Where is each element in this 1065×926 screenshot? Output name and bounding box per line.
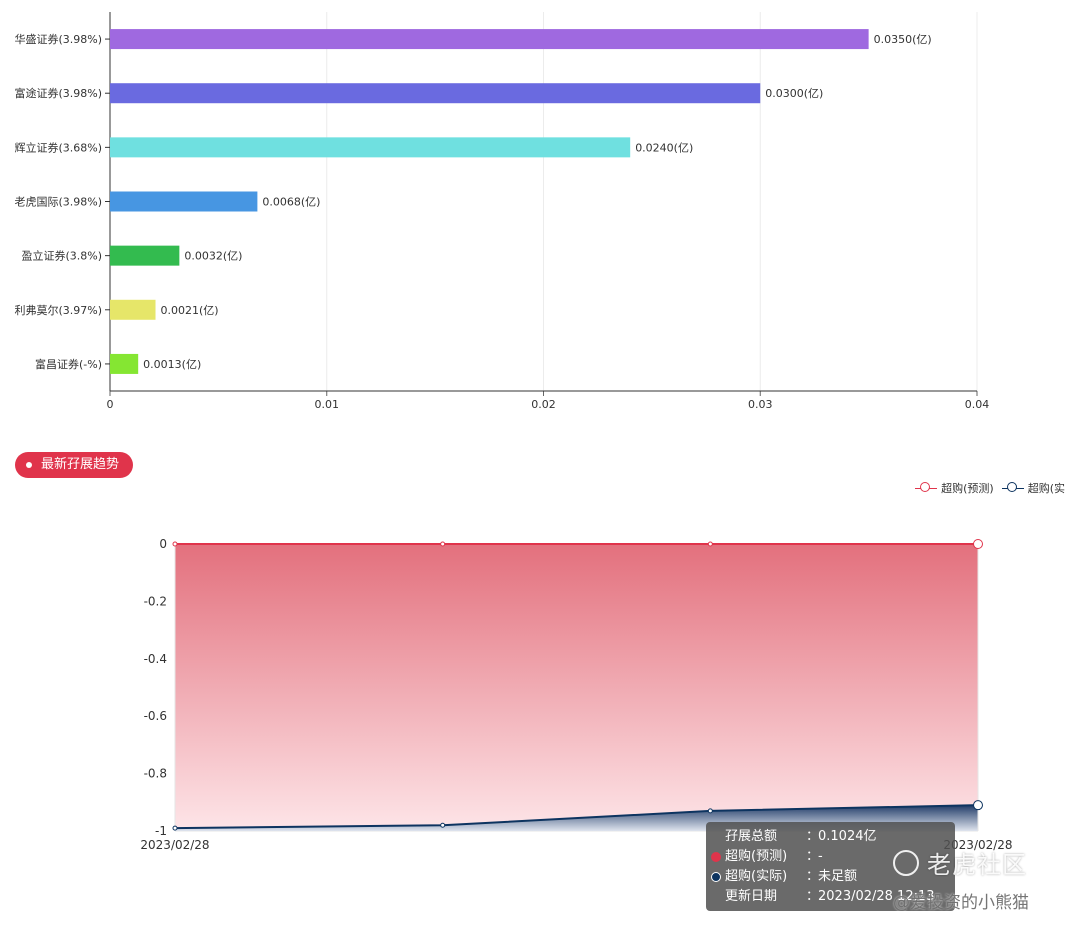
legend-item-actual[interactable]: 超购(实 bbox=[1001, 480, 1065, 496]
data-label: 0.0068(亿) bbox=[262, 196, 320, 209]
actual-point bbox=[172, 825, 178, 831]
x-tick-label: 0.01 bbox=[315, 398, 340, 411]
y-tick-label: 0 bbox=[159, 537, 167, 551]
chart-legend: 超购(预测) 超购(实 bbox=[915, 480, 1065, 496]
section-title-pill[interactable]: 最新孖展趋势 bbox=[15, 452, 134, 478]
y-tick-label: -0.4 bbox=[144, 652, 167, 666]
x-tick-label: 0.04 bbox=[965, 398, 990, 411]
broker-margin-bar-chart: 0 0.01 0.02 0.03 0.04 华盛证券(3.98%) 0.0350(亿) 富途证… bbox=[14, 12, 990, 411]
tiger-logo-icon bbox=[893, 849, 919, 876]
tooltip-row-date: 更新日期 ： 2023/02/28 12:13 bbox=[706, 887, 955, 907]
tooltip-row-forecast: 超购(预测) ： - bbox=[706, 847, 955, 867]
legend-item-forecast[interactable]: 超购(预测) bbox=[915, 480, 994, 496]
tooltip-key: 超购(实际) bbox=[725, 869, 788, 884]
forecast-point bbox=[172, 541, 178, 547]
tooltip-key: 孖展总额 bbox=[725, 829, 778, 844]
category-label: 辉立证券(3.68%) bbox=[14, 140, 102, 154]
x-tick-label: 2023/02/28 bbox=[140, 838, 209, 852]
category-label: 富途证券(3.98%) bbox=[14, 86, 102, 100]
legend-forecast-marker-icon bbox=[915, 482, 938, 494]
bar bbox=[110, 245, 180, 266]
tooltip-value: - bbox=[818, 849, 823, 864]
watermark-user: @爱投资的小熊猫 bbox=[893, 893, 1029, 913]
tooltip-value: 2023/02/28 12:13 bbox=[818, 889, 935, 904]
y-tick-label: -0.2 bbox=[144, 594, 167, 608]
forecast-point bbox=[707, 541, 713, 547]
forecast-point bbox=[973, 539, 983, 549]
chart-tooltip: 孖展总额 ： 0.1024亿 超购(预测) ： - 超购(实际) ： 未足额 更… bbox=[706, 822, 955, 911]
category-label: 华盛证券(3.98%) bbox=[14, 32, 102, 46]
bar bbox=[110, 29, 869, 50]
tooltip-row-total: 孖展总额 ： 0.1024亿 bbox=[706, 827, 955, 847]
watermark-brand: 老虎社区 bbox=[927, 851, 1027, 879]
data-label: 0.0021(亿) bbox=[161, 304, 219, 317]
data-label: 0.0300(亿) bbox=[765, 87, 823, 100]
bar bbox=[110, 83, 761, 104]
legend-forecast-label: 超购(预测) bbox=[941, 482, 994, 495]
category-label: 老虎国际(3.98%) bbox=[14, 196, 102, 209]
section-title: 最新孖展趋势 bbox=[41, 457, 120, 472]
bar bbox=[110, 299, 156, 320]
forecast-dot-icon bbox=[711, 852, 721, 862]
x-tick-label: 2023/02/28 bbox=[943, 838, 1012, 852]
actual-line bbox=[174, 804, 979, 830]
data-label: 0.0032(亿) bbox=[184, 250, 242, 263]
y-tick-label: -1 bbox=[155, 824, 167, 838]
pill-dot-icon bbox=[26, 462, 32, 468]
data-label: 0.0013(亿) bbox=[143, 358, 201, 371]
bar bbox=[110, 353, 139, 374]
x-tick-label: 0 bbox=[107, 398, 114, 411]
legend-actual-label: 超购(实 bbox=[1027, 482, 1065, 495]
category-label: 富昌证券(-%) bbox=[35, 357, 102, 371]
forecast-point bbox=[440, 541, 446, 547]
legend-actual-marker-icon bbox=[1001, 482, 1024, 494]
tooltip-value: 0.1024亿 bbox=[818, 829, 877, 844]
bar bbox=[110, 137, 631, 158]
bar bbox=[110, 191, 258, 212]
tiger-community-watermark: 老虎社区 bbox=[893, 845, 1027, 880]
data-label: 0.0350(亿) bbox=[874, 33, 932, 46]
category-label: 盈立证券(3.8%) bbox=[21, 249, 102, 263]
data-label: 0.0240(亿) bbox=[635, 141, 693, 154]
actual-dot-icon bbox=[711, 872, 721, 882]
category-label: 利弗莫尔(3.97%) bbox=[14, 303, 102, 317]
x-tick-label: 0.02 bbox=[531, 398, 556, 411]
y-tick-label: -0.8 bbox=[144, 767, 167, 781]
tooltip-value: 未足额 bbox=[818, 869, 858, 884]
tooltip-key: 更新日期 bbox=[725, 889, 778, 904]
actual-point bbox=[707, 808, 713, 814]
y-tick-label: -0.6 bbox=[144, 709, 167, 723]
forecast-area bbox=[175, 544, 978, 829]
tooltip-key: 超购(预测) bbox=[725, 849, 788, 864]
x-tick-label: 0.03 bbox=[748, 398, 773, 411]
tooltip-row-actual: 超购(实际) ： 未足额 bbox=[706, 867, 955, 887]
actual-point bbox=[440, 822, 446, 828]
actual-point bbox=[973, 800, 983, 811]
